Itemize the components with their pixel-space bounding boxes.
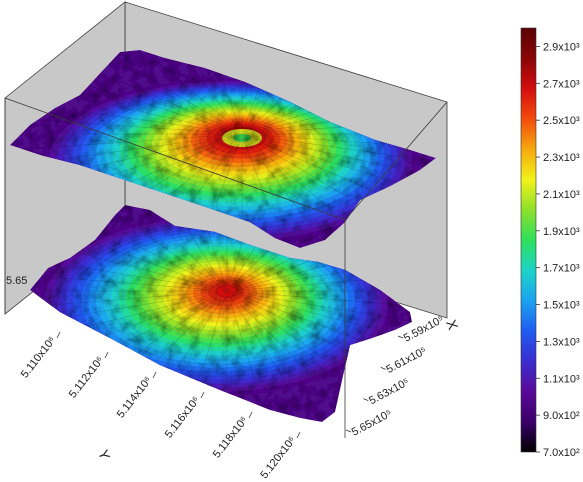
colorbar-tick-label: 1.5x10³ — [543, 300, 580, 312]
ridge-line — [229, 295, 294, 395]
y-tick-label: 5.110x10⁶ — [19, 334, 59, 380]
y-tick-label: 5.120x10⁶ — [258, 434, 298, 481]
ridge-line — [228, 295, 255, 379]
partial-axis-tick: 5.65 — [6, 275, 27, 287]
colorbar-tick-label: 1.7x10³ — [543, 263, 580, 275]
ridge-line — [231, 295, 315, 378]
ridge-line — [202, 295, 226, 370]
x-tick-label: 5.65x10⁵ — [350, 408, 394, 439]
ridge-line — [43, 292, 218, 322]
ridge-line — [140, 137, 237, 195]
colorbar-tick-label: 2.5x10³ — [543, 115, 580, 127]
y-tick-label: 5.116x10⁶ — [163, 394, 203, 440]
colorbar-ticks: 7.0x10² 9.0x10² 1.1x10³ 1.3x10³ 1.5x10³ 1.7x1… — [536, 41, 580, 459]
colorbar-tick-label: 1.1x10³ — [543, 373, 580, 385]
y-tick-mark — [200, 391, 205, 399]
ridge-line — [130, 294, 222, 358]
elevation-contour — [223, 288, 231, 294]
ridge-line — [16, 134, 233, 150]
box-edge-front-top — [4, 97, 346, 221]
x-tick-mark — [397, 335, 404, 339]
ridge-line — [31, 275, 218, 291]
ridge-line — [131, 205, 223, 287]
ridge-line — [186, 60, 240, 130]
y-tick-mark — [296, 431, 301, 439]
colorbar-tick-label: 1.3x10³ — [543, 336, 580, 348]
crater-floor — [233, 134, 251, 142]
colorbar-tick-label: 2.9x10³ — [543, 41, 580, 53]
colorbar-tick-label: 2.1x10³ — [543, 189, 580, 201]
colorbar-bar — [520, 27, 537, 453]
ridge-line — [48, 135, 233, 162]
ridge-line — [234, 293, 379, 347]
ridge-line — [71, 96, 234, 133]
ridge-line — [111, 232, 221, 288]
y-tick-mark — [104, 351, 109, 359]
x-tick-mark — [380, 366, 386, 370]
ridge-line — [232, 294, 327, 361]
ridge-line — [125, 64, 237, 131]
ridge-line — [117, 214, 222, 288]
ridge-line — [246, 138, 335, 213]
ridge-line — [243, 138, 272, 214]
colorbar-tick-label: 2.7x10³ — [543, 78, 580, 90]
ridge-line — [119, 80, 236, 131]
ridge-line — [140, 50, 238, 130]
y-tick-mark — [152, 371, 157, 379]
x-tick-mark — [345, 429, 352, 433]
ridge-line — [215, 138, 241, 206]
y-tick-label: 5.114x10⁶ — [115, 374, 155, 420]
ridge-line — [247, 137, 348, 197]
ridge-line — [250, 135, 396, 169]
colorbar: 7.0x10² 9.0x10² 1.1x10³ 1.3x10³ 1.5x10³ 1.7x1… — [520, 27, 580, 459]
ridge-line — [170, 295, 225, 378]
y-tick-label: 5.112x10⁶ — [67, 354, 107, 400]
ridge-line — [76, 292, 219, 330]
colorbar-tick-label: 9.0x10² — [543, 410, 580, 422]
ridge-line — [77, 266, 218, 290]
ridge-line — [249, 136, 402, 185]
ridge-line — [34, 119, 233, 134]
x-tick-mark — [363, 398, 369, 402]
y-tick-mark — [248, 411, 253, 419]
colorbar-tick-label: 7.0x10² — [543, 447, 580, 459]
x-tick-label: 5.61x10⁵ — [384, 345, 428, 376]
y-axis-label: Y — [95, 448, 113, 463]
ridge-line — [236, 291, 406, 306]
ridge-line — [248, 137, 400, 203]
ridge-line — [235, 292, 373, 329]
ridge-line — [251, 135, 436, 164]
ridge-line — [236, 292, 412, 324]
surface-lower — [30, 205, 412, 422]
ridge-line — [244, 138, 313, 229]
y-tick-mark — [56, 331, 61, 339]
colorbar-tick-label: 1.9x10³ — [543, 226, 580, 238]
ridge-line — [65, 249, 219, 290]
x-axis-label: X — [443, 318, 461, 333]
box-edge-right-top — [344, 101, 448, 221]
y-tick-label: 5.118x10⁶ — [211, 414, 251, 460]
x-tick-label: 5.63x10⁵ — [367, 376, 411, 407]
ridge-line — [182, 138, 240, 213]
colorbar-tick-label: 2.3x10³ — [543, 152, 580, 164]
ridge-line — [83, 111, 233, 133]
ridge-line — [67, 78, 235, 132]
plot-box-front — [4, 97, 448, 438]
